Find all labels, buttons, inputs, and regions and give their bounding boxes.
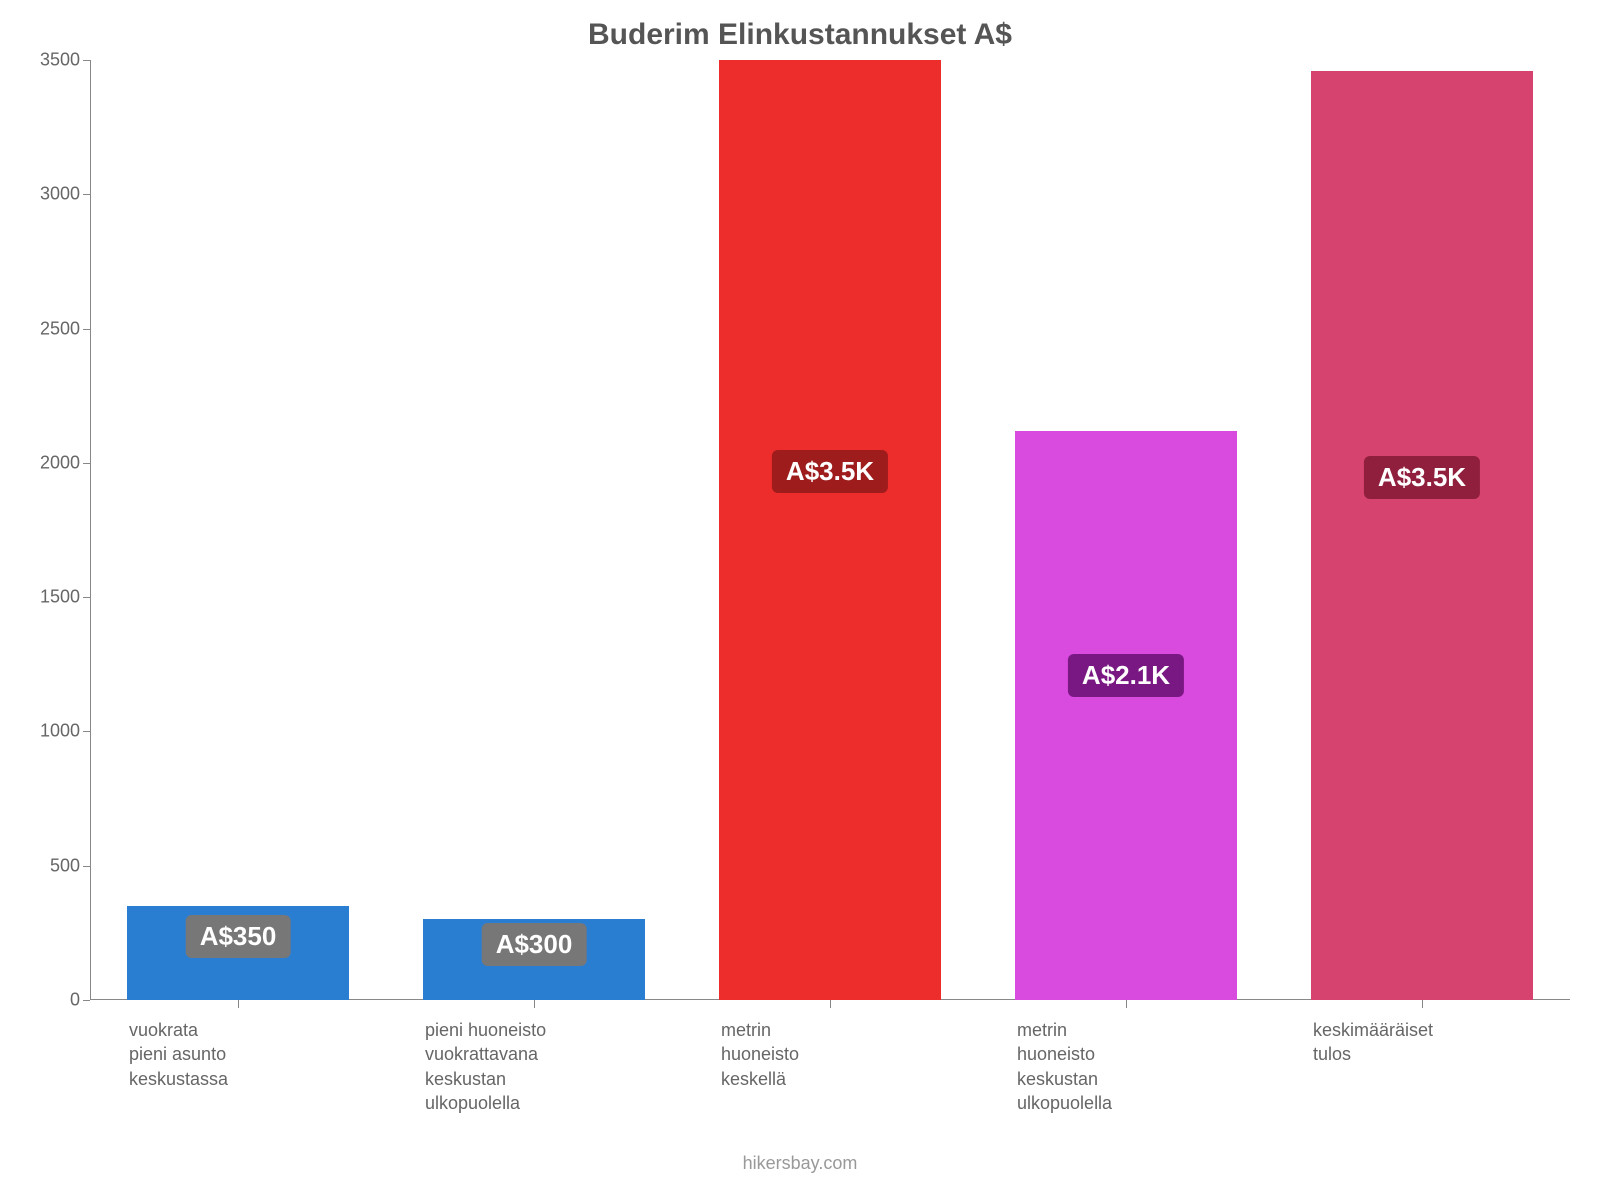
x-tick	[1126, 1000, 1127, 1008]
y-tick	[83, 866, 90, 867]
plot-area: A$350 A$300 A$3.5K A$2.1K A$3.5K	[90, 60, 1570, 1000]
value-badge: A$2.1K	[1068, 654, 1184, 697]
y-tick	[83, 60, 90, 61]
y-tick-label: 1500	[0, 587, 80, 608]
y-tick-label: 2000	[0, 452, 80, 473]
chart-container: Buderim Elinkustannukset A$ A$350A$300A$…	[0, 0, 1600, 1200]
value-badge: A$350	[186, 915, 291, 958]
chart-bar	[719, 60, 941, 1000]
y-tick	[83, 597, 90, 598]
bars-layer: A$350 A$300 A$3.5K A$2.1K A$3.5K	[90, 60, 1570, 1000]
y-tick-label: 0	[0, 990, 80, 1011]
y-tick	[83, 731, 90, 732]
y-tick-label: 500	[0, 855, 80, 876]
x-axis-label: vuokrata pieni asunto keskustassa	[129, 1018, 228, 1091]
x-tick	[1422, 1000, 1423, 1008]
x-axis-label: metrin huoneisto keskellä	[721, 1018, 799, 1091]
x-axis-label: keskimääräiset tulos	[1313, 1018, 1433, 1067]
y-tick	[83, 329, 90, 330]
x-tick	[830, 1000, 831, 1008]
chart-footer: hikersbay.com	[0, 1153, 1600, 1174]
y-tick-label: 3500	[0, 50, 80, 71]
y-tick-label: 1000	[0, 721, 80, 742]
y-tick	[83, 1000, 90, 1001]
value-badge: A$3.5K	[1364, 456, 1480, 499]
y-tick	[83, 463, 90, 464]
value-badge: A$3.5K	[772, 450, 888, 493]
chart-bar	[1311, 71, 1533, 1000]
value-badge: A$300	[482, 923, 587, 966]
chart-bar	[1015, 431, 1237, 1000]
x-axis-label: pieni huoneisto vuokrattavana keskustan …	[425, 1018, 546, 1115]
x-axis-label: metrin huoneisto keskustan ulkopuolella	[1017, 1018, 1112, 1115]
y-tick-label: 2500	[0, 318, 80, 339]
y-tick	[83, 194, 90, 195]
chart-title: Buderim Elinkustannukset A$	[0, 18, 1600, 52]
x-tick	[534, 1000, 535, 1008]
x-tick	[238, 1000, 239, 1008]
y-tick-label: 3000	[0, 184, 80, 205]
